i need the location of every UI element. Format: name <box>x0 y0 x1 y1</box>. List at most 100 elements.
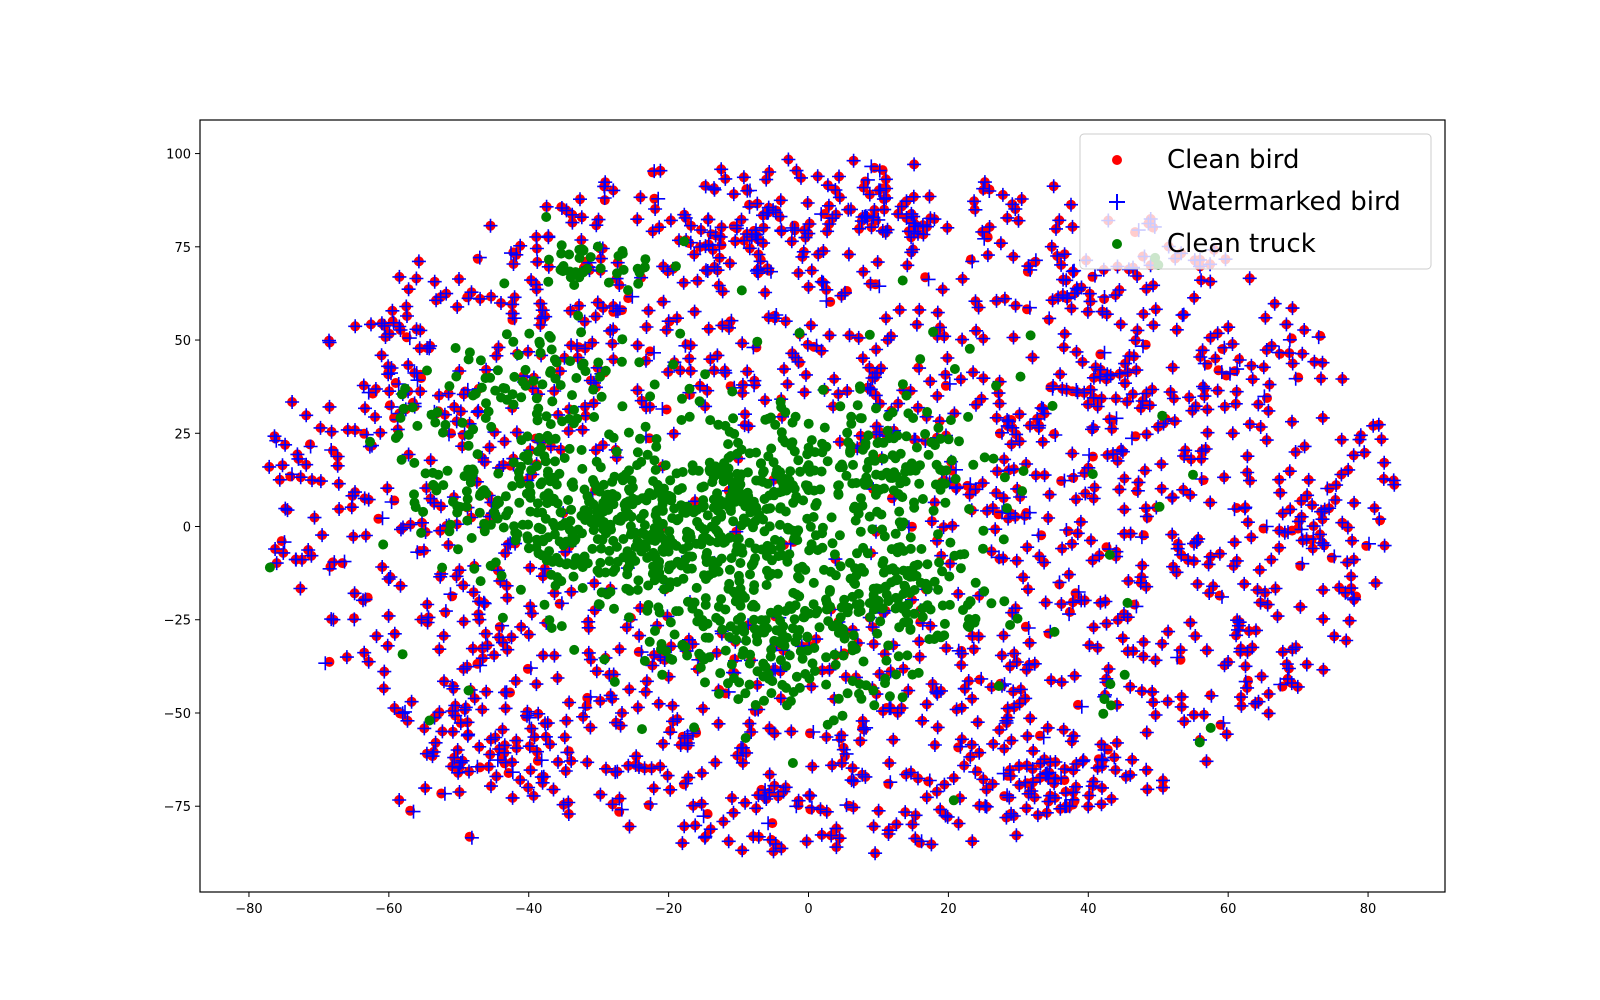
watermarked-bird-point <box>1203 495 1218 510</box>
clean-truck-point <box>814 622 825 633</box>
watermarked-bird-point <box>822 328 837 343</box>
clean-truck-point <box>979 586 990 597</box>
watermarked-bird-point <box>1093 362 1108 377</box>
watermarked-bird-point <box>1102 412 1117 427</box>
watermarked-bird-point <box>1244 358 1259 373</box>
watermarked-bird-point <box>846 774 861 789</box>
watermarked-bird-point <box>791 793 806 808</box>
watermarked-bird-point <box>1031 420 1046 435</box>
clean-truck-point <box>398 403 409 414</box>
clean-truck-point <box>683 596 693 607</box>
watermarked-bird-point <box>906 242 920 257</box>
watermarked-bird-point <box>583 720 598 735</box>
watermarked-bird-point <box>707 182 722 197</box>
watermarked-bird-point <box>1123 526 1138 541</box>
watermarked-bird-point <box>1054 675 1069 690</box>
watermarked-bird-point <box>773 664 788 679</box>
clean-truck-point <box>794 573 805 584</box>
clean-truck-point <box>835 401 846 412</box>
watermarked-bird-point <box>1156 773 1170 788</box>
watermarked-bird-point <box>882 756 897 770</box>
clean-truck-point <box>964 614 974 625</box>
clean-truck-point <box>596 587 607 598</box>
clean-truck-point <box>639 262 650 273</box>
watermarked-bird-point <box>942 376 957 391</box>
clean-truck-point <box>736 285 747 296</box>
watermarked-bird-point <box>1194 472 1209 486</box>
watermarked-bird-point <box>387 701 402 715</box>
clean-truck-point <box>963 411 974 422</box>
watermarked-bird-point <box>1069 281 1084 296</box>
watermarked-bird-point <box>653 163 668 178</box>
watermarked-bird-point <box>1020 729 1035 744</box>
watermarked-bird-point <box>1234 698 1249 713</box>
clean-truck-point <box>785 466 796 477</box>
watermarked-bird-point <box>946 771 961 785</box>
watermarked-bird-point <box>1175 308 1190 323</box>
watermarked-bird-point <box>1128 333 1143 348</box>
clean-bird-point <box>389 495 400 506</box>
watermarked-bird-point <box>1049 221 1063 236</box>
watermarked-bird-point <box>666 426 681 441</box>
watermarked-bird-point <box>507 290 522 305</box>
clean-truck-point <box>758 623 769 634</box>
watermarked-bird-point <box>800 196 815 210</box>
watermarked-bird-point <box>347 586 362 601</box>
watermarked-bird-point <box>630 700 645 715</box>
watermarked-bird-point <box>348 485 362 500</box>
watermarked-bird-point <box>645 658 660 673</box>
clean-truck-point <box>894 506 905 517</box>
clean-truck-point <box>726 553 737 564</box>
watermarked-bird-point <box>1098 594 1113 609</box>
watermarked-bird-point <box>1233 641 1248 656</box>
clean-truck-point <box>809 465 820 476</box>
clean-truck-point <box>897 379 908 390</box>
watermarked-bird-point <box>1082 638 1097 653</box>
watermarked-bird-point <box>1004 437 1019 452</box>
watermarked-bird-point <box>396 520 410 535</box>
watermarked-bird-point <box>1031 528 1046 543</box>
clean-truck-point <box>835 612 846 623</box>
watermarked-bird-point <box>605 336 620 351</box>
watermarked-bird-point <box>810 169 825 184</box>
watermarked-bird-point <box>1142 398 1157 413</box>
clean-truck-point <box>848 459 858 470</box>
watermarked-bird-point <box>339 650 354 665</box>
clean-truck-point <box>696 651 707 662</box>
watermarked-bird-point <box>953 372 968 387</box>
watermarked-bird-point <box>740 183 755 198</box>
clean-truck-point <box>897 475 907 486</box>
clean-truck-point <box>737 621 748 631</box>
watermarked-bird-point <box>1315 355 1330 370</box>
clean-truck-point <box>781 682 792 693</box>
watermarked-bird-point <box>997 291 1012 306</box>
watermarked-bird-point <box>996 491 1011 506</box>
clean-truck-point <box>784 650 795 661</box>
clean-truck-point <box>577 528 587 539</box>
watermarked-bird-point <box>1061 567 1076 582</box>
clean-truck-point <box>599 654 610 665</box>
watermarked-bird-point <box>1133 401 1148 416</box>
clean-truck-point <box>758 671 769 682</box>
clean-truck-point <box>1119 669 1130 680</box>
watermarked-bird-point <box>1125 387 1140 402</box>
watermarked-bird-point <box>1125 431 1139 446</box>
watermarked-bird-point <box>520 704 535 719</box>
watermarked-bird-point <box>380 638 395 653</box>
clean-truck-point <box>833 488 844 499</box>
watermarked-bird-point <box>714 162 729 177</box>
watermarked-bird-point <box>974 671 989 686</box>
watermarked-bird-point <box>872 163 887 178</box>
clean-truck-point <box>1099 694 1110 705</box>
watermarked-bird-point <box>456 614 471 629</box>
clean-bird-point <box>563 746 574 757</box>
watermarked-bird-point <box>557 730 572 745</box>
clean-truck-point <box>955 563 966 574</box>
clean-truck-point <box>541 212 552 222</box>
clean-truck-point <box>683 551 694 562</box>
watermarked-bird-point <box>1163 385 1178 399</box>
watermarked-bird-point <box>1248 696 1263 711</box>
watermarked-bird-point <box>318 656 333 671</box>
watermarked-bird-point <box>381 608 396 623</box>
watermarked-bird-point <box>971 300 986 315</box>
